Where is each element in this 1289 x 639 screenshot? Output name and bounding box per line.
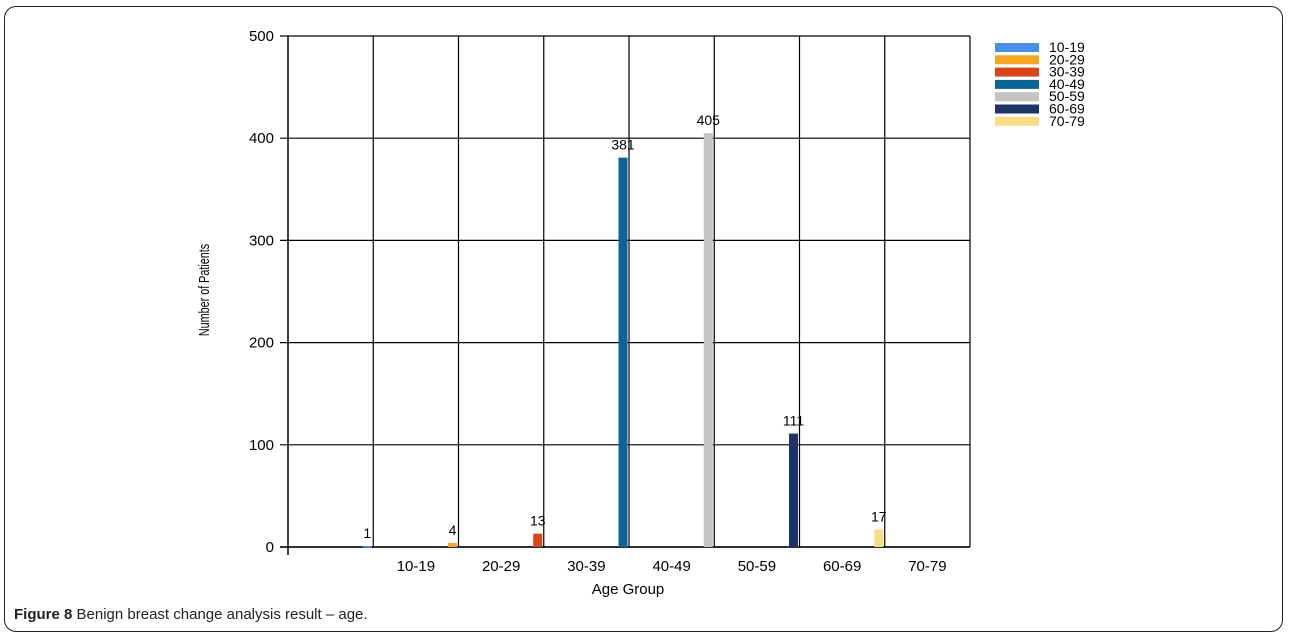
y-axis-ticks: 0 100 200 300 400 500 bbox=[249, 28, 274, 556]
data-label-10-19: 1 bbox=[363, 525, 371, 541]
y-tick-label: 100 bbox=[249, 437, 274, 454]
data-label-70-79: 17 bbox=[871, 509, 887, 525]
data-label-30-39: 13 bbox=[530, 513, 546, 529]
data-label-20-29: 4 bbox=[449, 522, 457, 538]
x-tick-label: 20-29 bbox=[482, 558, 520, 575]
x-axis-ticks: 10-19 20-29 30-39 40-49 50-59 60-69 70-79 bbox=[397, 558, 947, 575]
figure-caption: Figure 8 Benign breast change analysis r… bbox=[14, 606, 368, 623]
legend-swatch-50-59 bbox=[995, 92, 1039, 102]
chart-data-labels: 1 4 13 381 405 111 17 bbox=[363, 112, 886, 541]
legend-swatch-60-69 bbox=[995, 104, 1039, 114]
bar-50-59 bbox=[703, 133, 713, 547]
x-tick-label: 10-19 bbox=[397, 558, 435, 575]
figure-frame bbox=[4, 6, 1283, 632]
x-tick-label: 70-79 bbox=[908, 558, 946, 575]
y-axis-label: Number of Patients bbox=[195, 243, 212, 336]
bar-70-79 bbox=[874, 529, 884, 547]
bar-60-69 bbox=[789, 433, 798, 547]
x-tick-label: 30-39 bbox=[567, 558, 605, 575]
x-axis-label: Age Group bbox=[592, 581, 665, 598]
data-label-50-59: 405 bbox=[697, 112, 721, 128]
data-label-60-69: 111 bbox=[783, 413, 804, 429]
x-tick-label: 60-69 bbox=[823, 558, 861, 575]
bar-30-39 bbox=[533, 533, 543, 547]
caption-text: Benign breast change analysis result – a… bbox=[72, 606, 368, 623]
y-tick-label: 0 bbox=[266, 539, 274, 556]
data-label-40-49: 381 bbox=[611, 137, 635, 153]
bar-40-49 bbox=[618, 157, 628, 548]
y-tick-label: 400 bbox=[249, 130, 274, 147]
legend-swatch-30-39 bbox=[995, 67, 1039, 77]
bar-10-19 bbox=[362, 545, 372, 548]
x-tick-label: 40-49 bbox=[652, 558, 690, 575]
chart-bars bbox=[362, 133, 884, 548]
legend-label-10-19: 10-19 bbox=[1049, 39, 1085, 55]
legend-swatch-40-49 bbox=[995, 79, 1039, 89]
legend-swatch-20-29 bbox=[995, 55, 1039, 65]
legend-label-30-39: 30-39 bbox=[1049, 64, 1085, 80]
legend-label-50-59: 50-59 bbox=[1049, 88, 1085, 104]
legend-swatch-70-79 bbox=[995, 116, 1039, 126]
legend-label-20-29: 20-29 bbox=[1049, 51, 1085, 67]
y-tick-label: 500 bbox=[249, 28, 274, 45]
caption-label: Figure 8 bbox=[14, 606, 73, 623]
legend-label-60-69: 60-69 bbox=[1049, 101, 1085, 117]
legend-swatch-10-19 bbox=[995, 43, 1039, 52]
y-tick-label: 200 bbox=[249, 335, 274, 352]
legend-label-70-79: 70-79 bbox=[1049, 113, 1085, 129]
x-tick-label: 50-59 bbox=[738, 558, 776, 575]
legend-label-40-49: 40-49 bbox=[1049, 76, 1085, 92]
y-tick-label: 300 bbox=[249, 232, 274, 249]
bar-20-29 bbox=[448, 542, 457, 547]
